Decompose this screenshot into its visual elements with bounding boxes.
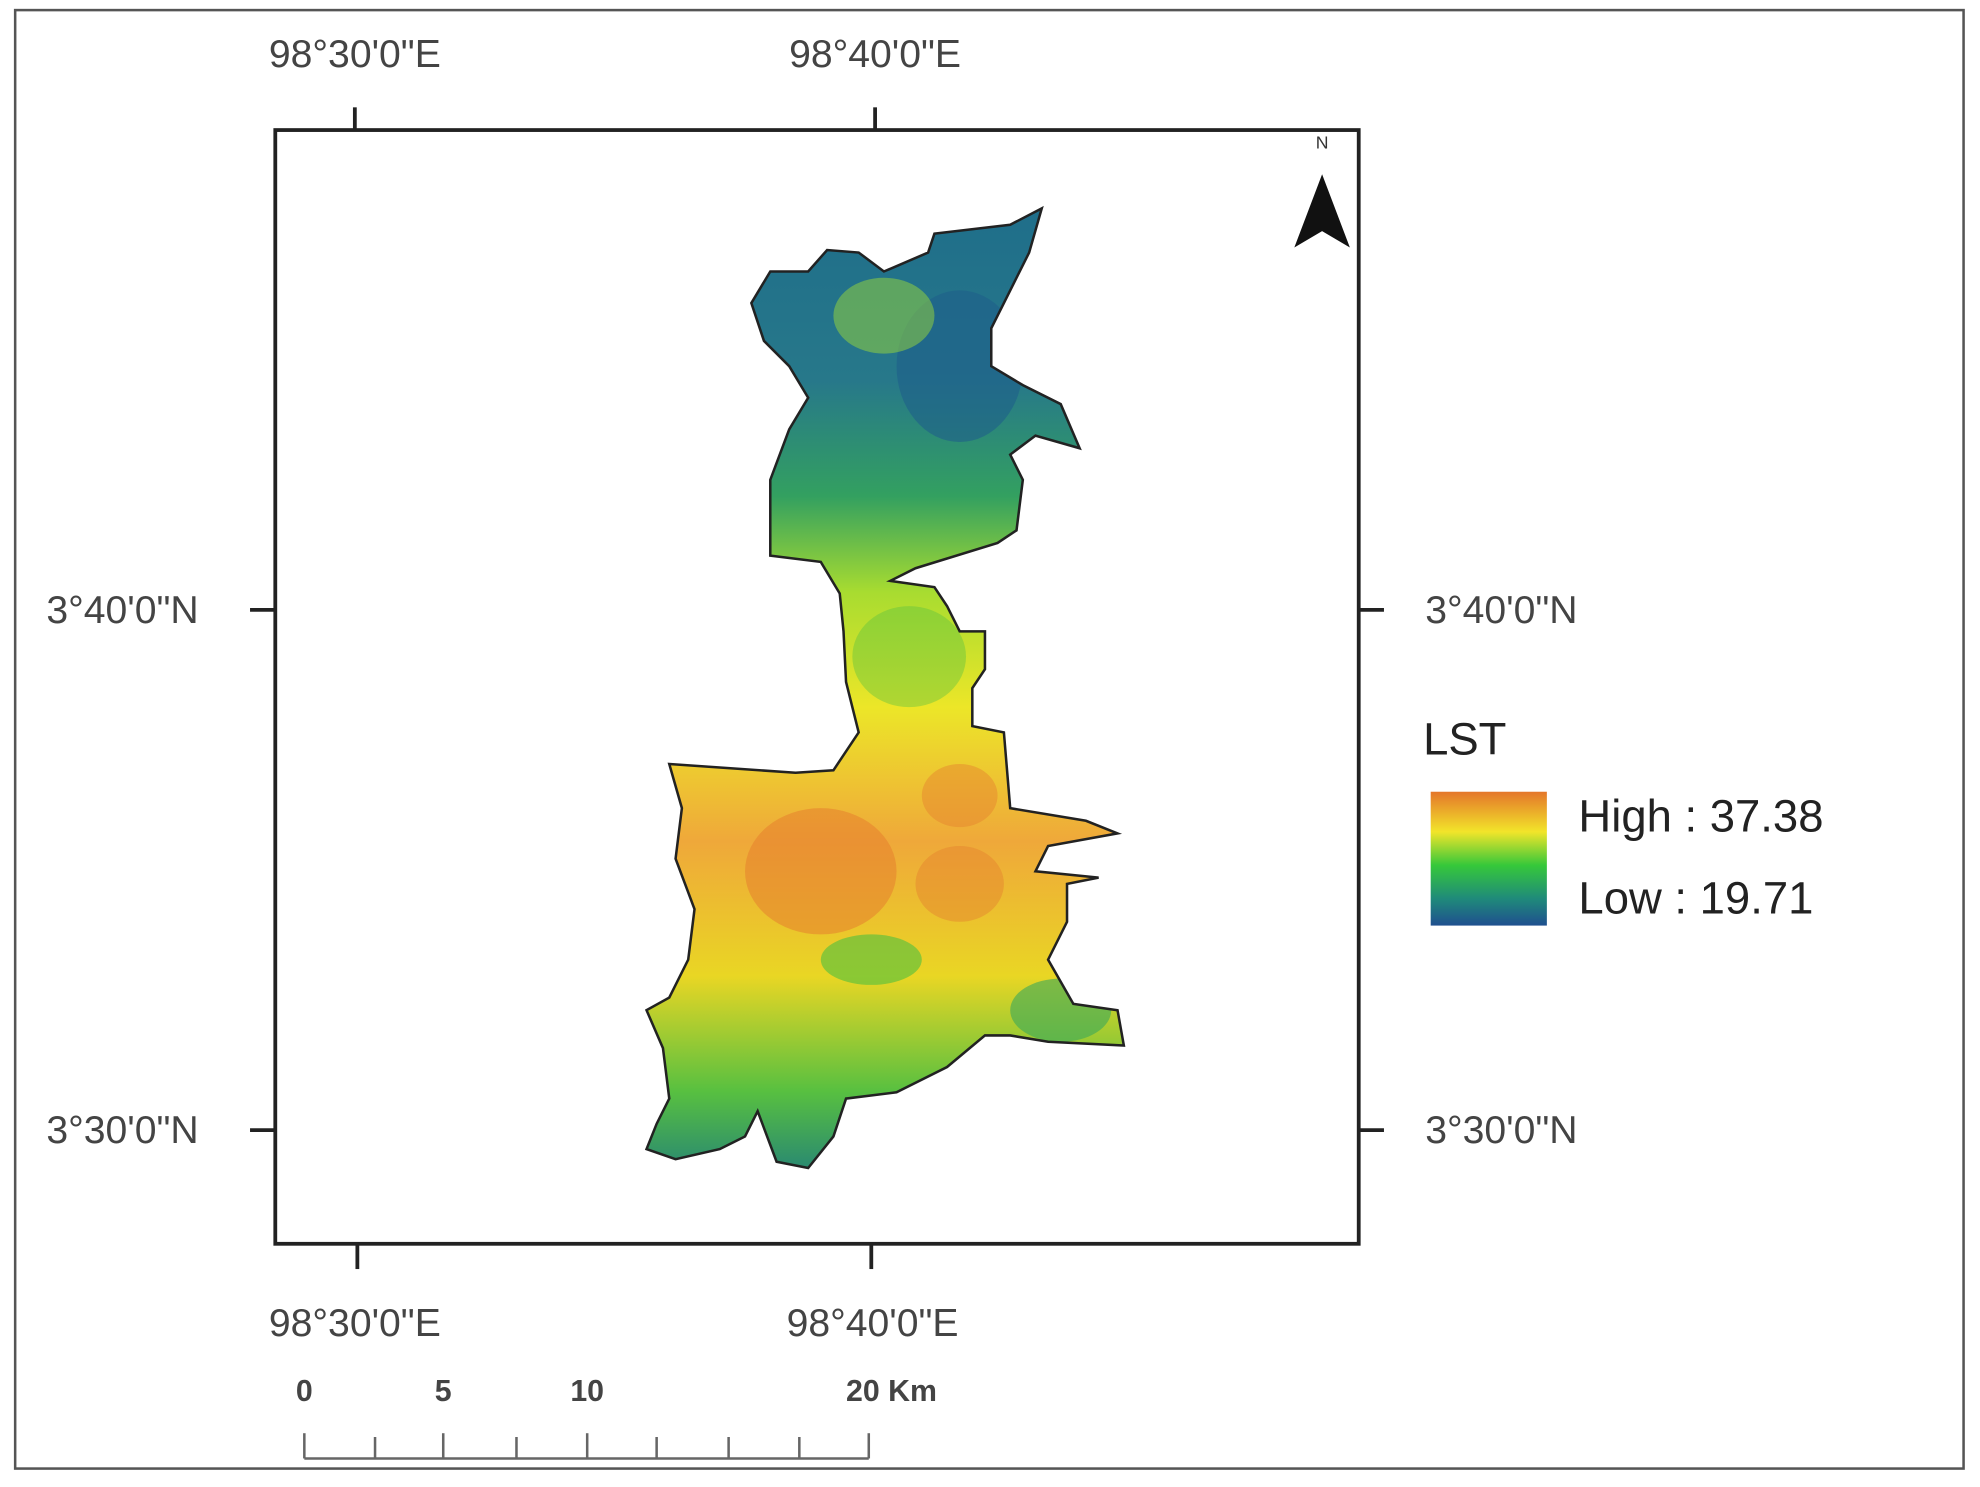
longitude-label: 98°40'0"E — [787, 1302, 959, 1345]
longitude-label: 98°30'0"E — [269, 1302, 441, 1345]
legend-low: Low : 19.71 — [1578, 873, 1813, 924]
scale-label: 0 — [296, 1375, 313, 1408]
latitude-label: 3°30'0"N — [1425, 1109, 1577, 1152]
longitude-label: 98°40'0"E — [789, 33, 961, 76]
hot-zone — [915, 846, 1004, 922]
green-zone — [852, 606, 967, 708]
latitude-label: 3°40'0"N — [46, 589, 198, 632]
north-label: N — [1316, 133, 1329, 153]
hot-zone — [921, 763, 998, 828]
longitude-label: 98°30'0"E — [269, 33, 441, 76]
green-zone — [820, 934, 922, 985]
scale-label: 20 Km — [846, 1375, 937, 1408]
latitude-label: 3°30'0"N — [46, 1109, 198, 1152]
north-arrow — [1294, 174, 1350, 248]
scale-bar — [303, 1433, 871, 1460]
scale-label: 10 — [570, 1375, 604, 1408]
scale-label: 5 — [435, 1375, 452, 1408]
legend-title: LST — [1423, 713, 1506, 764]
warm-zone — [833, 277, 935, 354]
legend-ramp — [1430, 791, 1547, 926]
legend-high: High : 37.38 — [1578, 791, 1823, 842]
hot-zone — [745, 808, 897, 935]
latitude-label: 3°40'0"N — [1425, 589, 1577, 632]
